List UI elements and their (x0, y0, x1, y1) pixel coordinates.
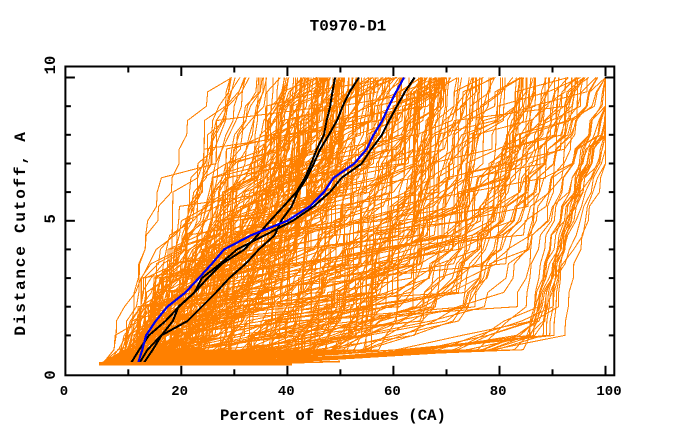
svg-text:80: 80 (490, 384, 507, 400)
svg-text:Distance Cutoff, A: Distance Cutoff, A (12, 130, 30, 335)
svg-text:0: 0 (60, 384, 68, 400)
svg-text:Percent of Residues (CA): Percent of Residues (CA) (220, 407, 446, 425)
svg-text:10: 10 (42, 56, 60, 75)
svg-text:100: 100 (596, 384, 621, 400)
svg-text:60: 60 (384, 384, 401, 400)
svg-text:5: 5 (42, 214, 60, 223)
svg-text:T0970-D1: T0970-D1 (310, 18, 387, 36)
svg-text:0: 0 (42, 370, 60, 379)
svg-text:40: 40 (278, 384, 295, 400)
svg-text:20: 20 (171, 384, 188, 400)
